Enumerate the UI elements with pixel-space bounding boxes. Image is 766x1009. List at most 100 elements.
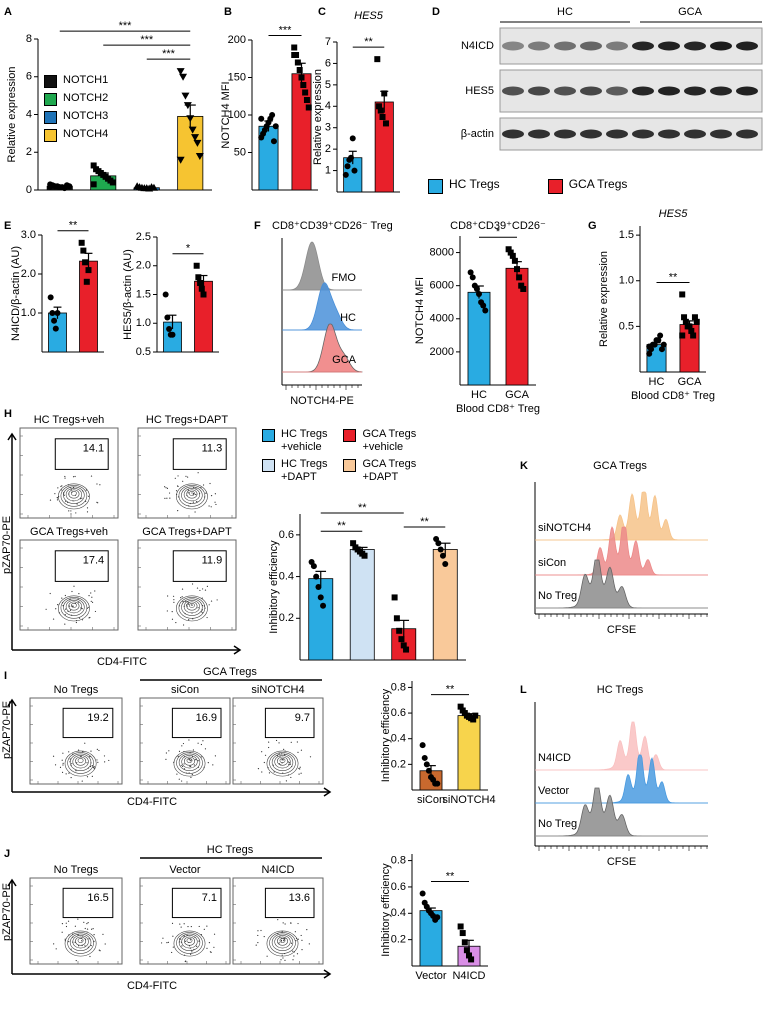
flow-event <box>61 759 63 761</box>
data-point <box>423 761 430 768</box>
flow-gate <box>54 438 109 470</box>
flow-event <box>182 624 185 626</box>
flow-contour <box>186 938 193 943</box>
data-point <box>509 252 516 259</box>
flow-event <box>69 609 72 611</box>
legend-item: HC Tregs +vehicle <box>262 428 327 454</box>
flow-event <box>213 933 216 935</box>
flow-event <box>188 619 190 621</box>
data-point <box>272 123 279 130</box>
flow-event <box>281 759 283 761</box>
data-point <box>361 552 368 559</box>
flow-gate-value: 11.9 <box>202 555 223 567</box>
y-tick-label: 5 <box>325 79 331 91</box>
data-point <box>516 274 523 281</box>
y-tick-label: 1.5 <box>136 288 151 300</box>
flow-event <box>75 621 77 624</box>
flow-event <box>97 761 99 763</box>
data-point <box>317 594 324 601</box>
panel-letter: F <box>254 220 261 232</box>
legend-item: GCA Tregs +vehicle <box>343 428 416 454</box>
flow-plot-frame <box>19 427 119 519</box>
flow-event <box>284 754 286 756</box>
legend-swatch <box>44 111 57 124</box>
flow-event <box>290 741 292 743</box>
flow-event <box>189 953 192 955</box>
data-point <box>382 120 389 127</box>
flow-event <box>181 780 183 782</box>
flow-event <box>206 925 208 927</box>
flow-event <box>189 939 192 941</box>
flow-contour <box>186 758 193 763</box>
flow-event <box>306 928 308 931</box>
data-point <box>66 183 73 190</box>
flow-event <box>300 772 302 774</box>
flow-plot-frame <box>139 697 231 785</box>
panel-letter: B <box>224 6 232 18</box>
flow-contour <box>67 752 94 774</box>
data-point <box>457 923 464 930</box>
flow-event <box>81 608 83 610</box>
flow-event <box>282 922 284 924</box>
legend-label: HC Tregs +DAPT <box>281 458 328 483</box>
chart-title: CD8⁺CD39⁺CD26⁻ <box>450 220 546 232</box>
panel-letter: C <box>318 6 326 18</box>
flow-event <box>86 776 89 778</box>
x-tick-label: Vector <box>415 970 447 982</box>
data-point <box>693 318 700 325</box>
blot-row-label: β-actin <box>461 128 494 140</box>
data-point <box>400 642 407 649</box>
flow-event <box>280 959 282 961</box>
flow-event <box>260 929 262 932</box>
data-point <box>391 594 398 601</box>
blot-group-label: HC <box>557 6 573 18</box>
data-point <box>176 156 185 164</box>
data-point <box>421 754 428 761</box>
y-tick-label: 4000 <box>430 313 454 325</box>
flow-event <box>197 607 199 609</box>
flow-gate <box>172 438 227 470</box>
blot-band <box>710 129 732 139</box>
data-point <box>657 332 664 339</box>
flow-plot-title: HC Tregs+DAPT <box>146 414 228 426</box>
data-point <box>52 325 59 332</box>
flow-contour <box>75 936 87 946</box>
blot-band <box>606 129 628 139</box>
legend-swatch <box>547 179 563 194</box>
flow-event <box>57 604 59 606</box>
flow-event <box>87 606 89 608</box>
flow-event <box>86 923 88 925</box>
flow-event <box>190 776 192 779</box>
flow-event <box>80 607 82 609</box>
x-tick-label: N4ICD <box>452 970 485 982</box>
legend-label: NOTCH2 <box>63 92 109 104</box>
data-point <box>258 115 265 122</box>
flow-event <box>91 596 93 598</box>
flow-event <box>86 928 89 930</box>
x-tick-label: siNOTCH4 <box>442 794 495 806</box>
flow-event <box>191 604 193 606</box>
flow-arrowhead <box>7 698 17 707</box>
flow-event <box>278 942 280 944</box>
flow-plot-frame <box>232 697 324 785</box>
flow-event <box>198 925 200 928</box>
panel-letter: E <box>4 220 11 232</box>
flow-gate-value: 17.4 <box>83 555 104 567</box>
flow-contour <box>173 930 206 957</box>
data-point <box>686 323 693 330</box>
y-tick-label: 7 <box>325 36 331 48</box>
flow-event <box>207 762 209 764</box>
flow-event <box>91 601 94 603</box>
flow-gate <box>62 887 114 919</box>
legend: NOTCH1 NOTCH2 NOTCH3 NOTCH4 <box>44 74 108 142</box>
flow-event <box>70 513 72 515</box>
flow-event <box>255 944 257 946</box>
flow-event <box>89 756 91 758</box>
y-tick-label: 1.0 <box>136 317 151 329</box>
flow-contour <box>176 932 203 954</box>
significance-label: ** <box>446 684 455 696</box>
data-point <box>149 183 158 191</box>
flow-event <box>290 942 293 944</box>
flow-contour <box>183 488 200 502</box>
